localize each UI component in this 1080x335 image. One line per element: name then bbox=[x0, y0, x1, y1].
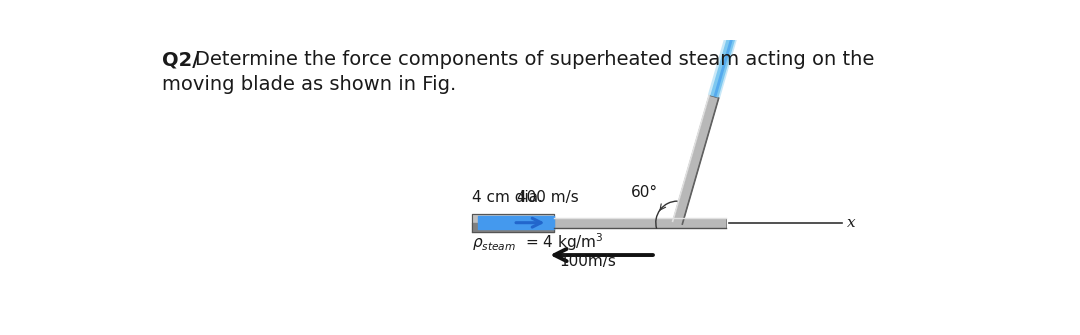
Text: Q2/: Q2/ bbox=[162, 50, 200, 69]
Text: 60°: 60° bbox=[631, 185, 658, 200]
Text: 400 m/s: 400 m/s bbox=[517, 190, 579, 205]
Polygon shape bbox=[673, 95, 718, 224]
Text: x: x bbox=[847, 216, 855, 230]
Text: 4 cm dia.: 4 cm dia. bbox=[472, 190, 543, 205]
Text: Determine the force components of superheated steam acting on the: Determine the force components of superh… bbox=[194, 50, 874, 69]
Text: moving blade as shown in Fig.: moving blade as shown in Fig. bbox=[162, 75, 457, 94]
Text: 100m/s: 100m/s bbox=[559, 254, 616, 269]
Text: $\rho_{steam}$  = 4 kg/m$^3$: $\rho_{steam}$ = 4 kg/m$^3$ bbox=[472, 232, 604, 254]
Polygon shape bbox=[554, 218, 726, 228]
